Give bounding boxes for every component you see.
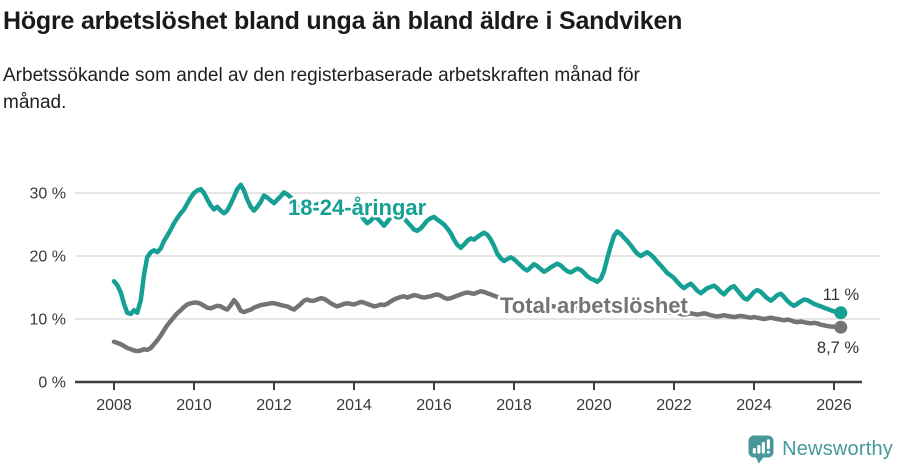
x-axis-tick-label: 2012 [256, 397, 292, 414]
newsworthy-logo[interactable]: Newsworthy [748, 435, 893, 464]
series-end-dot-young [834, 306, 848, 320]
x-axis-tick-label: 2020 [576, 397, 612, 414]
x-axis-tick-label: 2024 [736, 397, 772, 414]
series-label-total: Total arbetslöshet [500, 293, 689, 318]
x-axis-tick-label: 2026 [816, 397, 852, 414]
series-label-young: 18-24-åringar [288, 195, 427, 220]
newsworthy-bubble-chart-icon [748, 435, 774, 464]
y-axis-tick-label: 30 % [30, 186, 66, 203]
chart-subtitle: Arbetssökande som andel av den registerb… [3, 65, 640, 113]
x-axis-tick-label: 2010 [176, 397, 212, 414]
brand-name: Newsworthy [782, 438, 893, 460]
x-axis-tick-label: 2022 [656, 397, 692, 414]
series-end-value-young: 11 % [823, 286, 860, 304]
page-title: Högre arbetslöshet bland unga än bland ä… [3, 7, 683, 35]
x-axis-tick-label: 2014 [336, 397, 372, 414]
x-axis-tick-label: 2016 [416, 397, 452, 414]
series-end-dot-total [834, 320, 848, 334]
series-line-young [111, 182, 844, 317]
series-end-value-total: 8,7 % [817, 339, 860, 357]
y-axis-tick-label: 20 % [30, 249, 66, 266]
y-axis-tick-label: 0 % [38, 375, 66, 392]
x-axis-tick-label: 2008 [96, 397, 132, 414]
line-chart: 0 % 10 % 20 % 30 % 2008 2010 2012 2014 2016 2018 2… [30, 182, 880, 414]
x-axis-tick-label: 2018 [496, 397, 532, 414]
y-axis-tick-label: 10 % [30, 312, 66, 329]
series-line-total [111, 289, 844, 354]
